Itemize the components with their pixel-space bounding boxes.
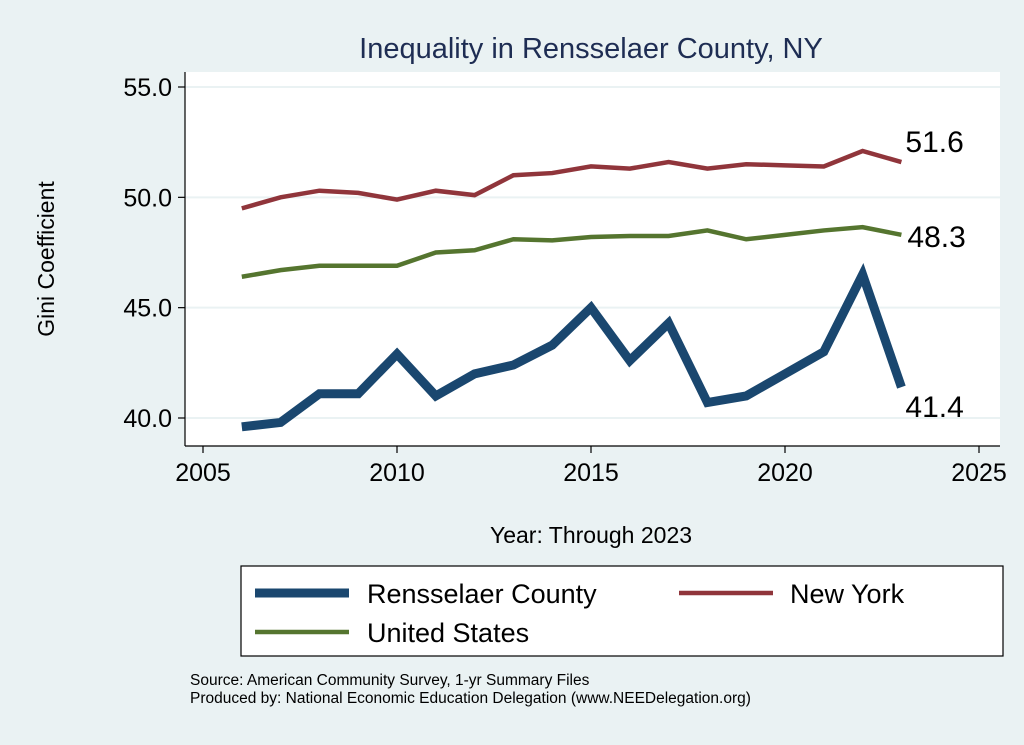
x-tick-label: 2005 (175, 459, 231, 487)
series-line-rensselaer-county (241, 263, 906, 432)
series-line-new-york (241, 148, 903, 211)
end-label-united-states: 48.3 (907, 221, 965, 254)
x-tick-label: 2020 (757, 459, 813, 487)
source-note: Source: American Community Survey, 1-yr … (190, 672, 590, 689)
end-label-rensselaer-county: 41.4 (905, 391, 963, 424)
x-axis-label: Year: Through 2023 (490, 522, 692, 548)
x-tick-label: 2025 (951, 459, 1007, 487)
legend-label-united-states: United States (367, 618, 529, 648)
legend-label-new-york: New York (790, 579, 905, 609)
y-tick-label: 55.0 (123, 74, 172, 102)
plot-area (185, 72, 1000, 446)
end-label-new-york: 51.6 (905, 126, 963, 159)
x-tick-label: 2015 (563, 459, 619, 487)
series-line-united-states (241, 224, 902, 279)
y-tick-label: 40.0 (123, 405, 172, 433)
x-tick-label: 2010 (369, 459, 425, 487)
producer-note: Produced by: National Economic Education… (190, 690, 751, 707)
y-tick-label: 50.0 (123, 184, 172, 212)
legend-label-rensselaer: Rensselaer County (367, 579, 597, 609)
y-tick-label: 45.0 (123, 295, 172, 323)
chart-title: Inequality in Rensselaer County, NY (359, 33, 823, 65)
y-axis-label: Gini Coefficient (33, 181, 59, 337)
legend: Rensselaer County New York United States (240, 565, 1004, 657)
